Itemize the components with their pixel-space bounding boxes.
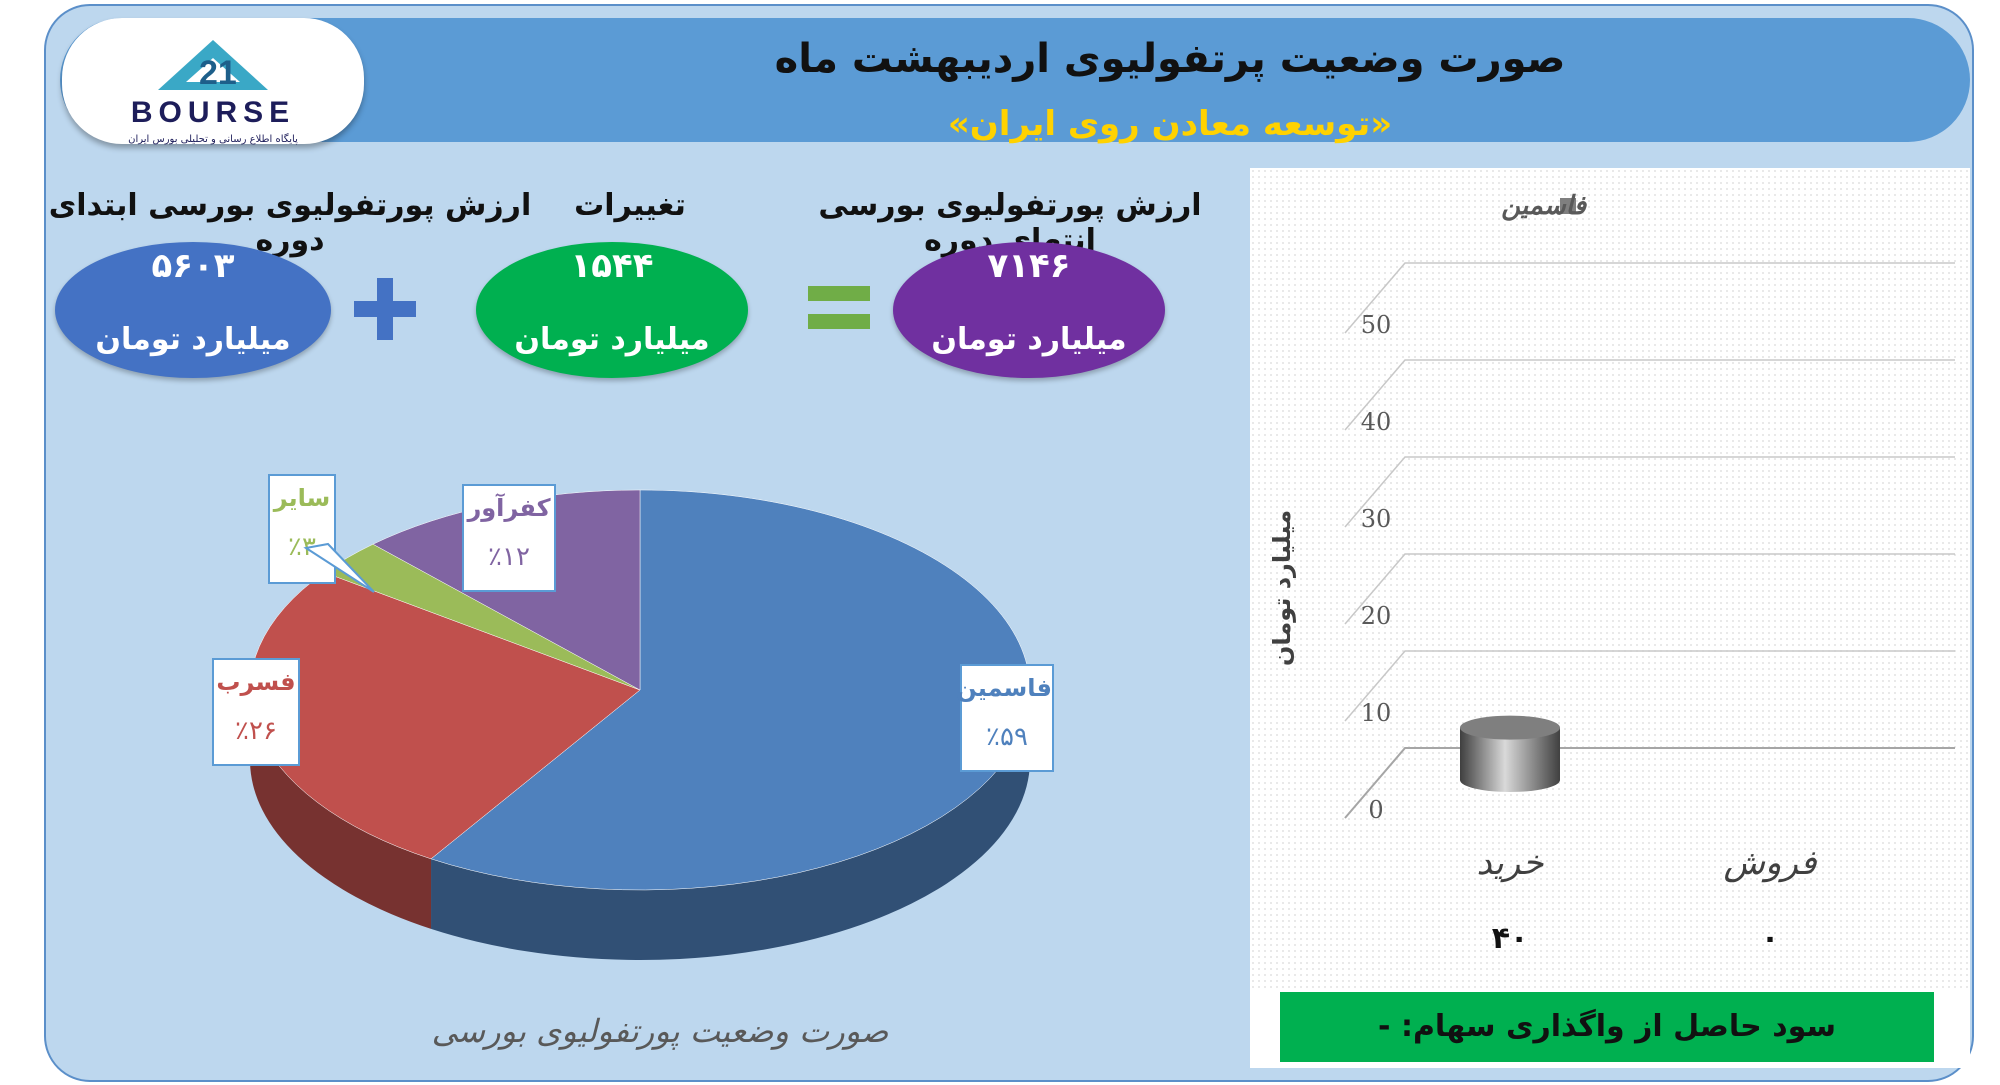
change-value: ۱۵۴۴ [570,246,654,286]
gridline [1344,359,1955,431]
callout-pointer [303,542,375,593]
pie-slice-side [431,690,1031,960]
profit-banner: سود حاصل از واگذاری سهام: - [1280,992,1934,1062]
legend-label: فاسمین [1501,191,1587,221]
slice-name-fasorb: فسرب [216,668,296,696]
y-tick-label: 40 [1361,408,1392,436]
slice-name-kafraavar: کفرآور [467,494,551,522]
y-tick-label: 10 [1361,699,1392,727]
start-value-label: ارزش پورتفولیوی بورسی ابتدای دوره [48,188,532,258]
bar-mark [1460,727,1560,792]
pie-caption: صورت وضعیت پورتفولیوی بورسی [431,1012,889,1050]
logo-mark-icon: 21 [158,40,268,92]
svg-text:21: 21 [199,54,237,92]
change-value-ellipse: ۱۵۴۴ میلیارد تومان [476,242,748,378]
y-axis-ticks: 0 10 20 30 40 50 [1361,311,1392,824]
y-tick-label: 20 [1361,602,1392,630]
bar-value-label: ۴۰ [1492,921,1529,956]
change-value-unit: میلیارد تومان [514,322,710,357]
buy-sell-bar-chart: 0 10 20 30 40 50 خرید ۴۰ فروش ۰ فاسمین میلیارد ت… [1250,168,1970,988]
plus-icon [354,278,416,340]
slice-label-fasmin: فاسمین ٪۵۹ [956,664,1054,772]
bar-legend: فاسمین [1501,191,1587,221]
start-value-ellipse: ۵۶۰۳ میلیارد تومان [55,242,331,378]
slice-label-fasorb: فسرب ٪۲۶ [212,658,300,766]
bar-marks [1460,715,1560,792]
x-category-label: فروش [1724,843,1818,883]
pie-sides [250,690,1031,960]
end-value-ellipse: ۷۱۴۶ میلیارد تومان [893,242,1165,378]
page-title: صورت وضعیت پرتفولیوی اردیبهشت ماه [774,36,1566,82]
slice-percent-fasmin: ٪۵۹ [986,722,1028,752]
floor-edge [1344,747,1955,819]
slice-label-other: سایر ٪۳ [268,474,336,584]
logo-tagline: پایگاه اطلاع رسانی و تحلیلی بورس ایران [128,134,298,145]
start-value-unit: میلیارد تومان [95,322,291,357]
logo-wordmark: BOURSE [130,96,296,129]
slice-percent-kafraavar: ٪۱۲ [488,542,530,572]
company-subtitle: «توسعه معادن روی ایران» [947,104,1393,144]
end-value-unit: میلیارد تومان [931,322,1127,357]
y-tick-label: 0 [1368,796,1383,824]
slice-name-fasmin: فاسمین [956,674,1052,702]
bar-value-label: ۰ [1761,921,1779,956]
gridline [1344,650,1955,722]
bourse-logo: 21 BOURSE پایگاه اطلاع رسانی و تحلیلی بو… [62,18,364,145]
gridline [1344,553,1955,625]
change-value-label: تغییرات [574,188,686,223]
header-band: صورت وضعیت پرتفولیوی اردیبهشت ماه «توسعه… [60,18,1970,144]
y-axis-label: میلیارد تومان [1268,510,1296,666]
x-axis-labels: خرید ۴۰ فروش ۰ [1476,843,1817,956]
x-category-label: خرید [1476,843,1544,883]
legend-swatch-icon [1560,198,1576,214]
bar-mark-cap [1460,715,1560,740]
end-value: ۷۱۴۶ [987,246,1071,286]
equals-icon [808,286,870,329]
slice-percent-fasorb: ٪۲۶ [235,716,277,746]
y-tick-label: 30 [1361,505,1392,533]
gridline [1344,456,1955,528]
pie-slice-side [250,690,432,929]
y-tick-label: 50 [1361,311,1392,339]
gridline [1344,262,1955,334]
slice-label-kafraavar: کفرآور ٪۱۲ [462,484,556,592]
bar-grid [1344,262,1955,819]
start-value: ۵۶۰۳ [151,246,235,286]
slice-name-other: سایر [273,484,331,512]
